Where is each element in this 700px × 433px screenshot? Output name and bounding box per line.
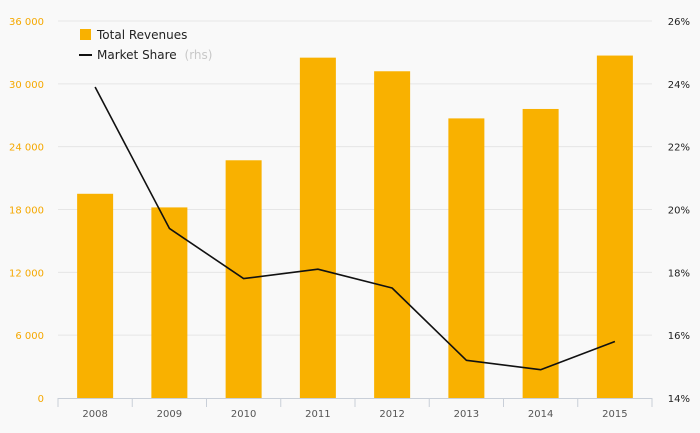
legend: Total Revenues Market Share (rhs) <box>79 28 212 62</box>
legend-label-market-share: Market Share (rhs) <box>97 48 212 62</box>
y-right-tick-label: 16% <box>668 331 690 342</box>
y-right-tick-label: 24% <box>668 80 690 91</box>
y-left-tick-label: 12 000 <box>9 268 44 279</box>
x-tick-label: 2012 <box>379 409 404 420</box>
bar-2013 <box>448 118 485 399</box>
bar-series-total-revenues <box>77 55 633 399</box>
bar-2012 <box>374 71 411 399</box>
x-tick-label: 2010 <box>231 409 256 420</box>
y-left-tick-label: 24 000 <box>9 143 44 154</box>
y-left-tick-label: 6 000 <box>15 331 44 342</box>
bar-2015 <box>596 55 633 398</box>
y-right-tick-label: 18% <box>668 268 690 279</box>
x-tick-label: 2011 <box>305 409 330 420</box>
legend-label-market-share-text: Market Share <box>97 48 177 62</box>
y-right-tick-label: 26% <box>668 17 690 28</box>
y-right-tick-label: 14% <box>668 394 690 405</box>
y-left-tick-label: 36 000 <box>9 17 44 28</box>
bar-2009 <box>151 207 188 398</box>
market-share-line <box>94 86 616 371</box>
x-tick-label: 2008 <box>82 409 107 420</box>
bar-2011 <box>299 57 336 399</box>
y-left-tick-label: 18 000 <box>9 206 44 217</box>
bar-2008 <box>77 193 114 398</box>
legend-note-rhs: (rhs) <box>185 48 213 62</box>
gridlines <box>58 20 652 336</box>
y-right-tick-label: 22% <box>668 143 690 154</box>
line-series-market-share <box>94 86 616 371</box>
x-tick-label: 2009 <box>157 409 182 420</box>
y-right-tick-label: 20% <box>668 206 690 217</box>
y-left-tick-label: 0 <box>38 394 44 405</box>
y-left-tick-label: 30 000 <box>9 80 44 91</box>
legend-swatch-total-revenues <box>80 29 91 40</box>
x-tick-label: 2015 <box>602 409 627 420</box>
x-tick-label: 2014 <box>528 409 553 420</box>
x-tick-label: 2013 <box>454 409 479 420</box>
bar-2014 <box>522 108 559 398</box>
axes: 0 6 000 12 000 18 000 24 000 30 000 36 000 14% 1… <box>9 17 690 420</box>
legend-label-total-revenues: Total Revenues <box>96 28 187 42</box>
